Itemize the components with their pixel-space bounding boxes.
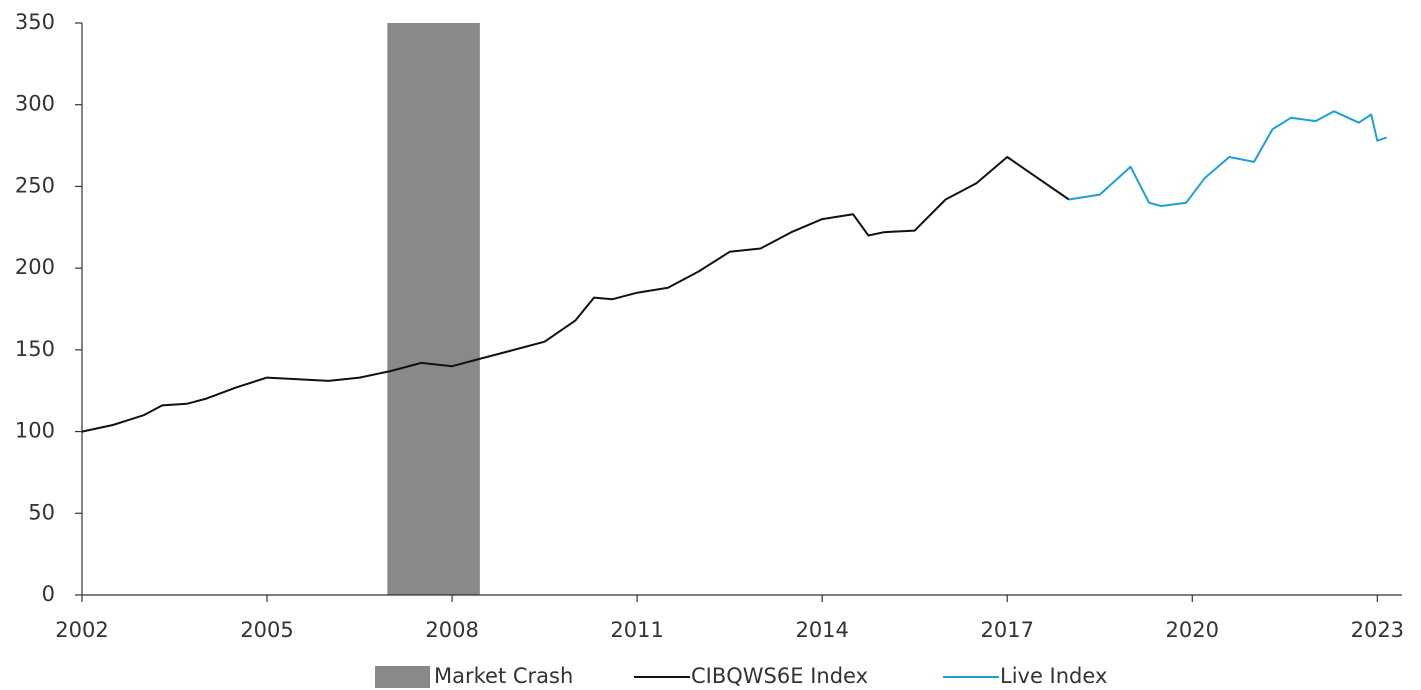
y-tick-label: 250 — [15, 173, 55, 197]
series-line — [81, 156, 1070, 433]
x-tick-label: 2005 — [240, 618, 293, 642]
y-tick-label: 350 — [15, 10, 55, 34]
legend-swatch — [375, 666, 430, 688]
y-tick-label: 200 — [15, 255, 55, 279]
x-tick-label: 2023 — [1351, 618, 1404, 642]
x-tick-label: 2002 — [55, 618, 108, 642]
x-tick-label: 2017 — [981, 618, 1034, 642]
x-tick-label: 2020 — [1166, 618, 1219, 642]
legend-label: CIBQWS6E Index — [691, 664, 868, 688]
series-line — [1068, 110, 1387, 207]
y-tick-label: 150 — [15, 337, 55, 361]
y-tick-label: 100 — [15, 419, 55, 443]
legend-label: Live Index — [1000, 664, 1107, 688]
y-tick-label: 300 — [15, 92, 55, 116]
legend-label: Market Crash — [434, 664, 573, 688]
x-tick-label: 2008 — [425, 618, 478, 642]
x-tick-label: 2011 — [610, 618, 663, 642]
x-tick-label: 2014 — [795, 618, 848, 642]
y-tick-label: 50 — [28, 500, 55, 524]
shaded-region — [387, 23, 480, 595]
y-tick-label: 0 — [42, 582, 55, 606]
